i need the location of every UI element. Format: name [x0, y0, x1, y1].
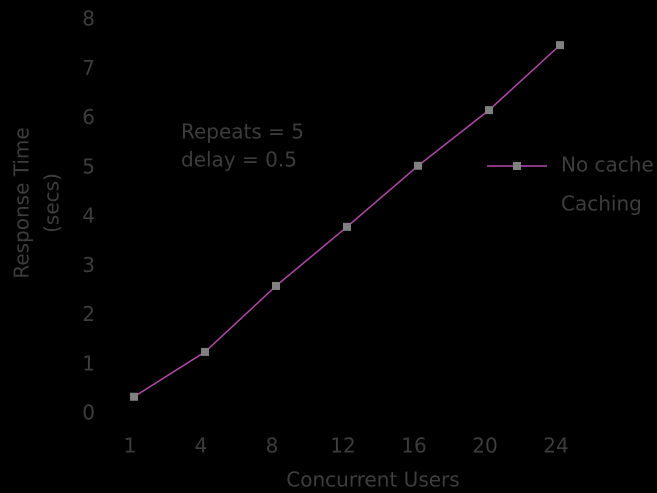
y-tick-label: 2: [82, 302, 95, 326]
x-tick-label: 16: [401, 434, 426, 458]
y-tick-label: 3: [82, 253, 95, 277]
x-tick-label: 20: [472, 434, 497, 458]
legend-label: Caching: [561, 192, 642, 216]
x-tick-label: 1: [124, 434, 137, 458]
annotation: Repeats = 5: [181, 120, 304, 144]
line: [133, 44, 561, 398]
y-axis-label: (secs): [40, 173, 64, 233]
y-tick-label: 4: [82, 204, 95, 228]
y-tick-label: 6: [82, 105, 95, 129]
marker: [201, 347, 209, 356]
y-tick-label: 5: [82, 154, 95, 178]
y-tick-label: 1: [82, 351, 95, 375]
marker: [556, 41, 564, 50]
x-tick-label: 24: [543, 434, 568, 458]
y-tick-label: 7: [82, 56, 95, 80]
y-tick-label: 8: [82, 7, 95, 31]
y-tick-label: 0: [82, 401, 95, 425]
legend-marker: [513, 162, 521, 170]
x-tick-label: 8: [266, 434, 279, 458]
marker: [272, 281, 280, 290]
marker: [130, 392, 138, 401]
marker: [414, 161, 422, 170]
marker: [485, 106, 493, 115]
x-tick-label: 12: [330, 434, 355, 458]
marker: [343, 222, 351, 231]
y-axis-label: Response Time: [10, 127, 34, 278]
annotation: delay = 0.5: [181, 148, 297, 172]
x-tick-label: 4: [195, 434, 208, 458]
x-axis-label: Concurrent Users: [286, 468, 459, 492]
legend-label: No cache: [561, 153, 654, 177]
